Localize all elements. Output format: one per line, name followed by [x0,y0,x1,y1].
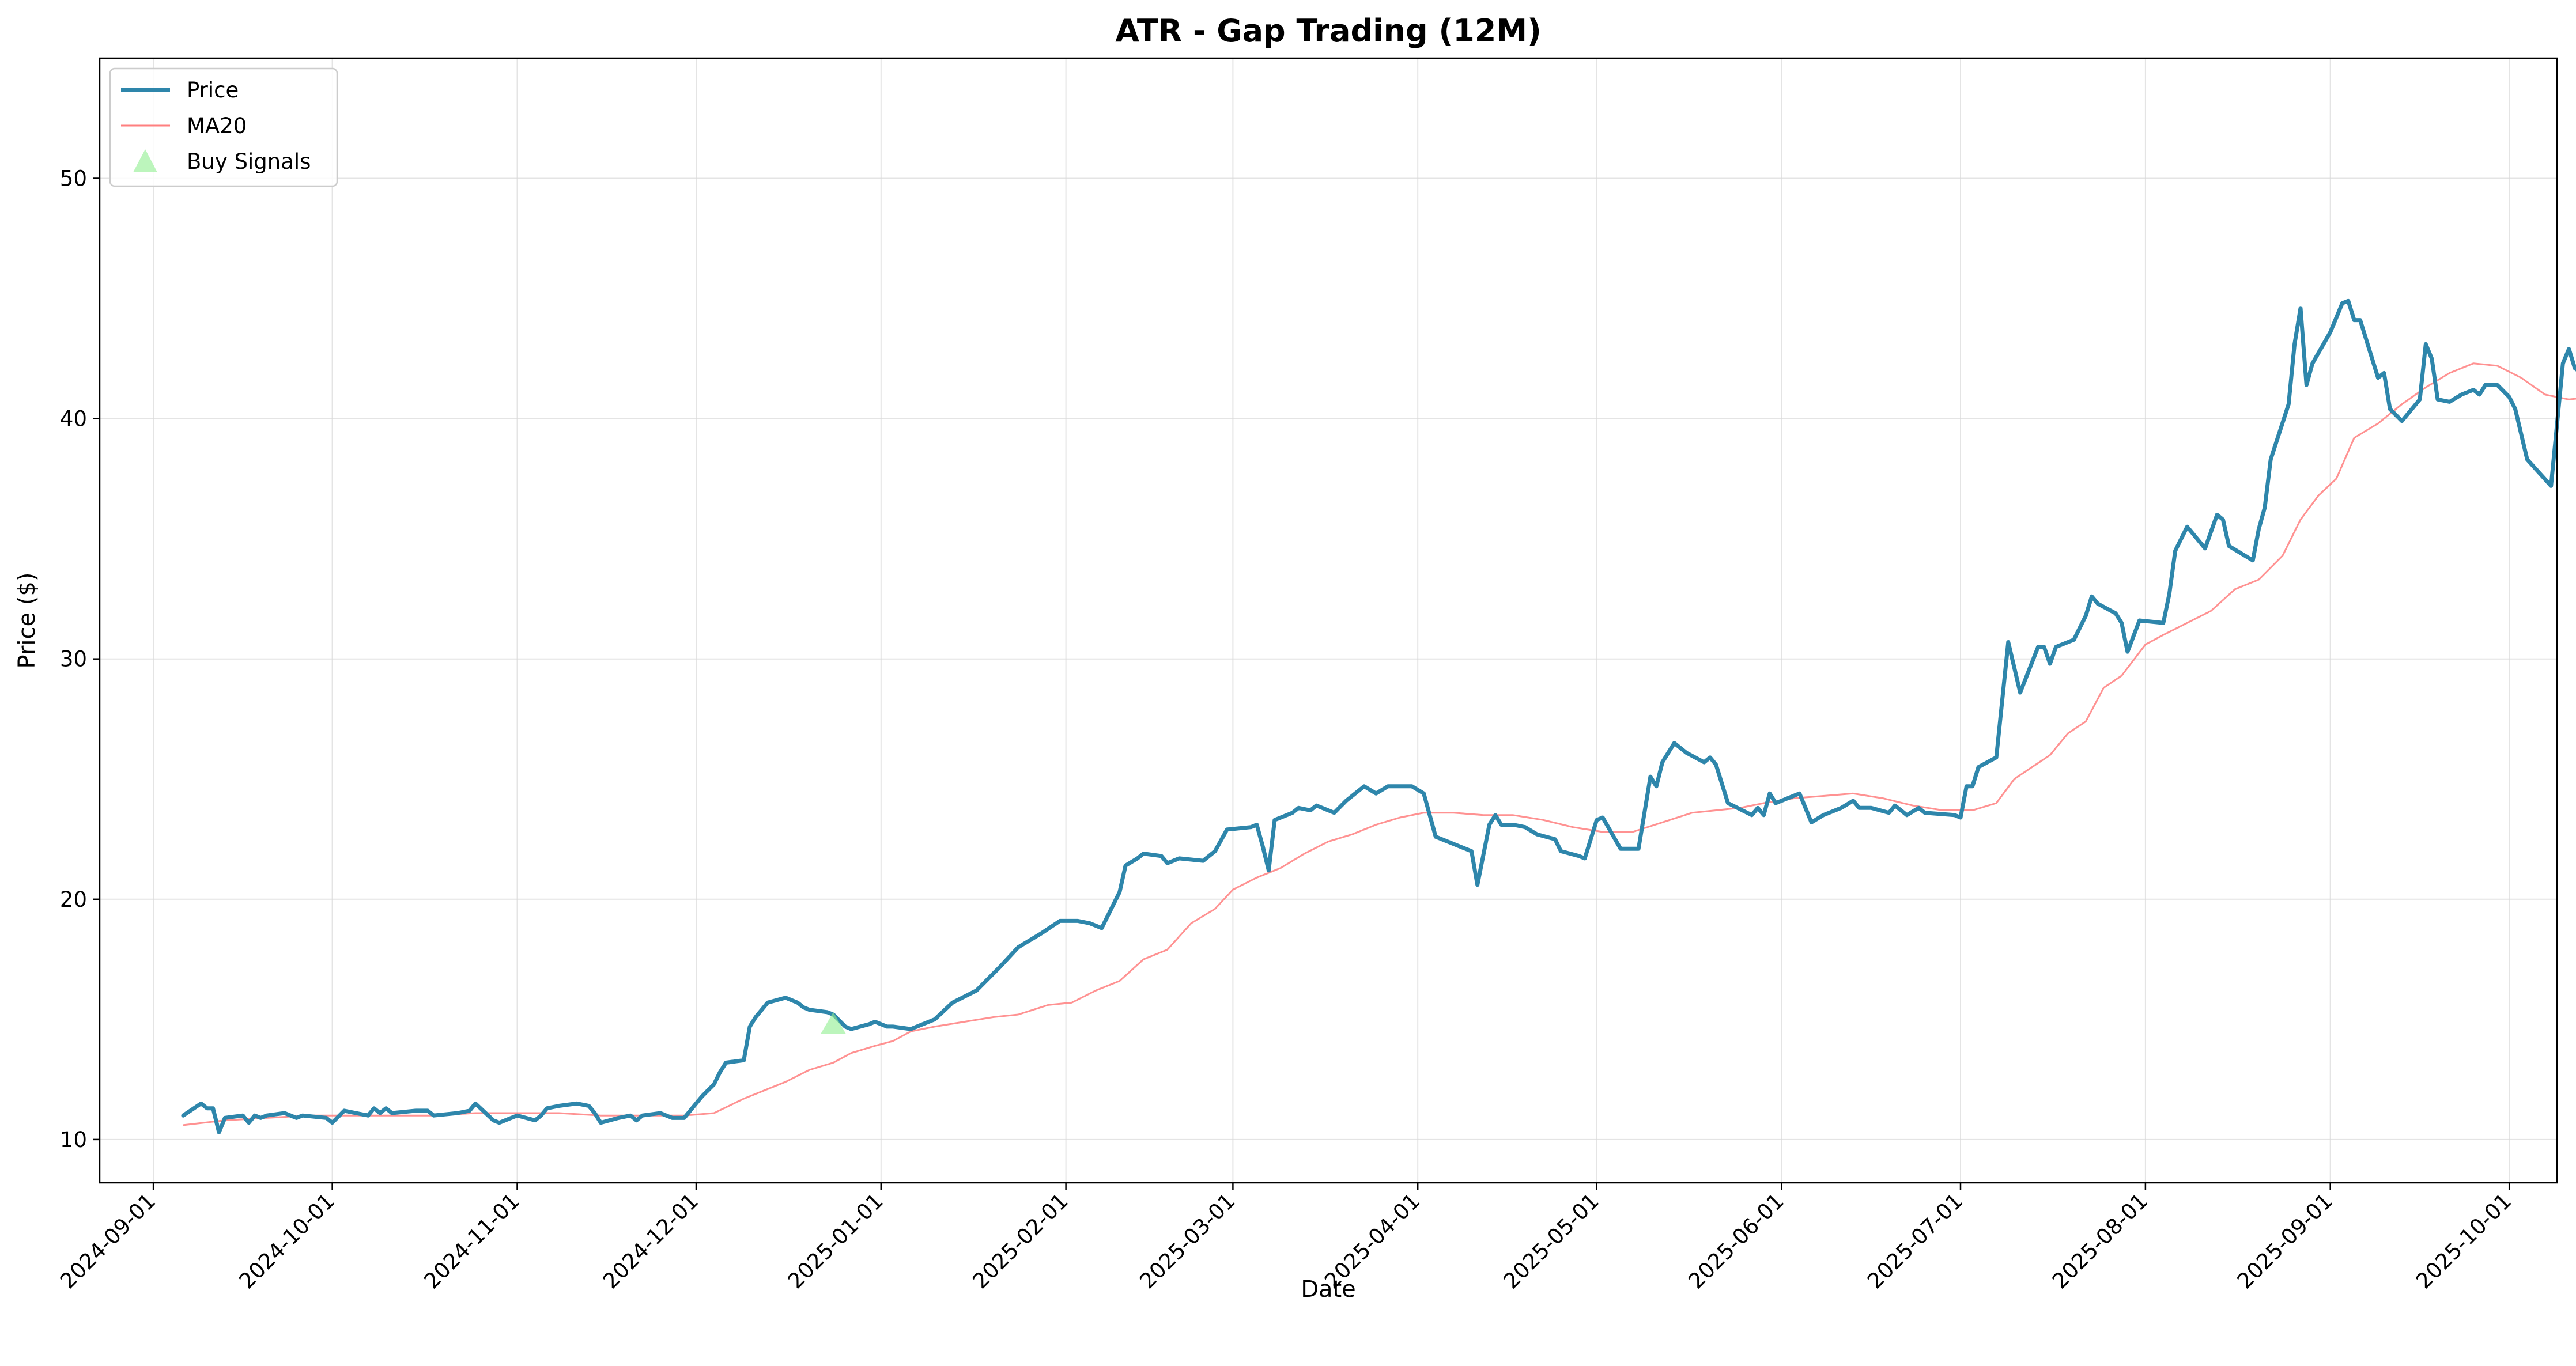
legend: Price MA20 Buy Signals [109,67,338,187]
legend-buy-marker [133,149,157,172]
ma20-line [183,362,2576,1126]
y-tick-label: 20 [60,887,87,912]
buy-signal-marker [820,1012,846,1034]
y-tick-label: 50 [60,167,87,191]
grid [100,58,2557,1183]
y-axis: 10 20 30 40 50 [60,167,100,1152]
y-tick-label: 30 [60,647,87,672]
plot-frame [99,57,2558,1184]
y-axis-label: Price ($) [14,573,40,669]
y-tick-label: 10 [60,1127,87,1152]
legend-ma20-label: MA20 [187,113,247,138]
legend-buy-signals-label: Buy Signals [187,149,311,174]
chart-title: ATR - Gap Trading (12M) [1115,13,1542,49]
legend-box [109,67,338,187]
price-line [181,298,2576,1134]
series-layer [181,298,2576,1134]
x-axis-label: Date [1301,1276,1356,1303]
y-tick-label: 40 [60,407,87,432]
legend-price-label: Price [187,78,239,103]
